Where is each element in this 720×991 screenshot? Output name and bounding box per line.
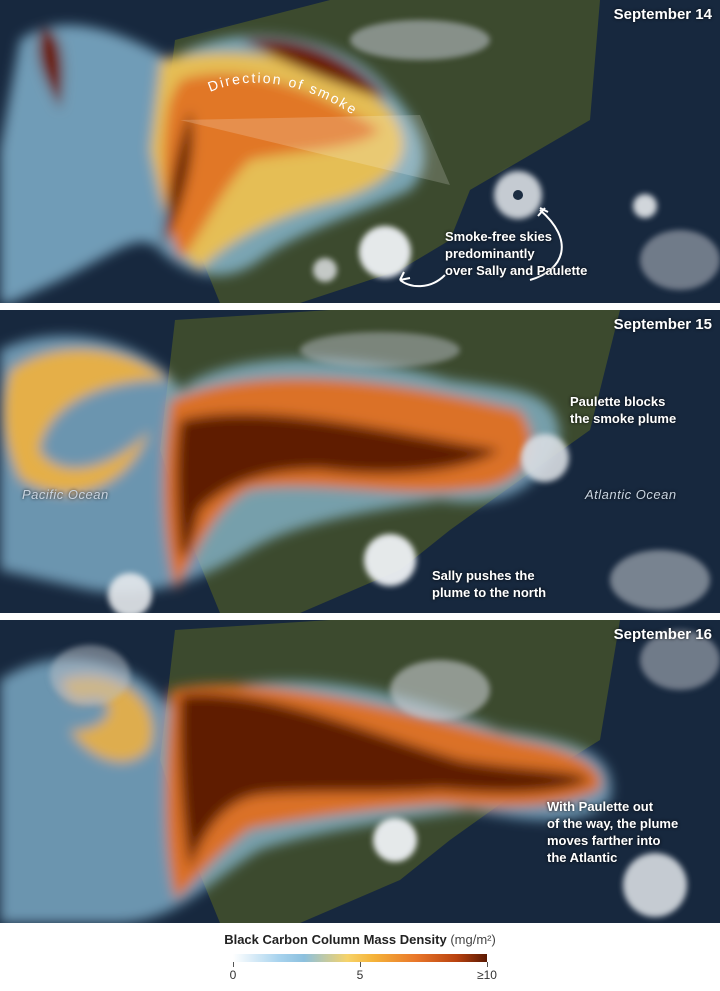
colorbar-tick bbox=[486, 962, 488, 967]
colorbar-tick-label: 5 bbox=[356, 968, 364, 982]
arrow-to-paulette bbox=[529, 209, 563, 281]
panel-september-16: September 16 With Paulette out of the wa… bbox=[0, 620, 720, 923]
legend-title: Black Carbon Column Mass Density (mg/m²) bbox=[0, 932, 720, 947]
colorbar-tick bbox=[232, 962, 234, 967]
colorbar bbox=[233, 954, 487, 962]
date-label: September 16 bbox=[613, 626, 712, 643]
colorbar-tick-label: 0 bbox=[229, 968, 237, 982]
smoke-map-sep16 bbox=[0, 620, 720, 923]
smoke-map-sep15 bbox=[0, 310, 720, 613]
legend-unit: (mg/m²) bbox=[450, 932, 496, 947]
panel-september-15: September 15 Pacific Ocean Atlantic Ocea… bbox=[0, 310, 720, 613]
pacific-ocean-label: Pacific Ocean bbox=[22, 487, 109, 502]
colorbar-tick-label: ≥10 bbox=[477, 968, 497, 982]
colorbar-legend: Black Carbon Column Mass Density (mg/m²)… bbox=[0, 924, 720, 991]
smoke-plume-sep16 bbox=[0, 658, 612, 923]
annotation-smoke-free: Smoke-free skies predominantly over Sall… bbox=[445, 229, 588, 278]
smoke-plume-sep14 bbox=[0, 25, 425, 303]
annotation-paulette-blocks: Paulette blocks the smoke plume bbox=[570, 394, 677, 426]
hurricane-sally bbox=[364, 534, 416, 586]
arrow-to-sally bbox=[399, 274, 446, 288]
hurricane-paulette bbox=[623, 853, 687, 917]
legend-title-text: Black Carbon Column Mass Density bbox=[224, 932, 447, 947]
clouds-sep15 bbox=[108, 332, 710, 613]
date-label: September 15 bbox=[613, 316, 712, 333]
smoke-plume-sep15 bbox=[0, 335, 560, 593]
annotation-sally-pushes: Sally pushes the plume to the north bbox=[432, 568, 547, 600]
hurricane-paulette bbox=[521, 434, 569, 482]
panel-september-14: Direction of smoke September 14 Smoke-fr… bbox=[0, 0, 720, 303]
annotation-paulette-out-of-way: With Paulette out of the way, the plume … bbox=[547, 799, 679, 865]
date-label: September 14 bbox=[613, 6, 712, 23]
direction-band bbox=[180, 115, 450, 185]
smoke-map-sep14: Direction of smoke bbox=[0, 0, 720, 303]
clouds-sep16 bbox=[50, 630, 720, 917]
colorbar-tick bbox=[359, 962, 361, 967]
hurricane-sally bbox=[359, 226, 411, 278]
hurricane-sally bbox=[373, 818, 417, 862]
atlantic-ocean-label: Atlantic Ocean bbox=[585, 487, 677, 502]
